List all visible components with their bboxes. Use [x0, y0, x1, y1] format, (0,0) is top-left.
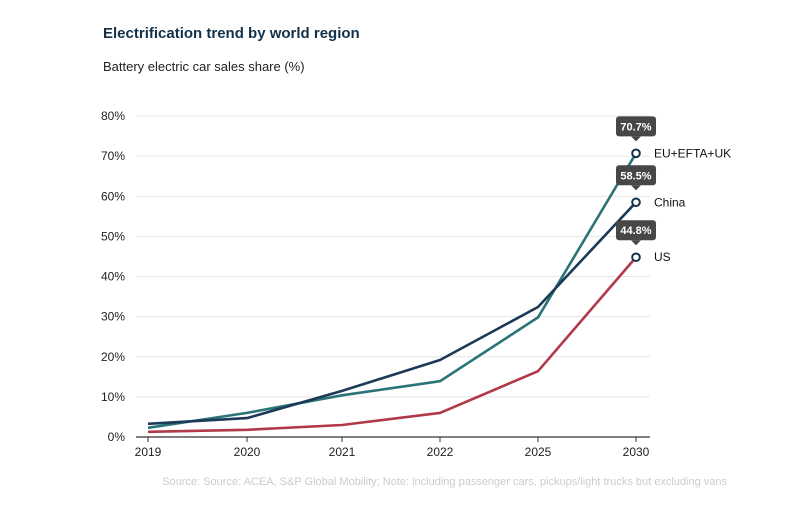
value-badge-pointer: [631, 185, 641, 191]
end-marker-china: [631, 197, 641, 208]
series-line-us: [147, 256, 637, 434]
x-tick-label: 2021: [329, 445, 356, 459]
chart-title: Electrification trend by world region: [103, 25, 360, 42]
value-badge-eu-efta-uk: [616, 116, 656, 137]
y-tick-label: 40%: [101, 270, 125, 284]
y-tick-label: 20%: [101, 350, 125, 364]
series-name-label: EU+EFTA+UK: [654, 146, 731, 160]
y-tick-label: 70%: [101, 149, 125, 163]
x-tick-label: 2030: [623, 445, 650, 459]
chart-subtitle: Battery electric car sales share (%): [103, 59, 305, 74]
x-tick-label: 2022: [427, 445, 454, 459]
y-tick-label: 60%: [101, 189, 125, 203]
series-name-label: China: [654, 195, 686, 209]
value-badge-label: 70.7%: [620, 121, 651, 133]
y-tick-label: 10%: [101, 390, 125, 404]
end-marker-eu-efta-uk: [631, 148, 641, 159]
series-line-eu-efta-uk: [147, 152, 638, 430]
series-lines: [147, 152, 638, 434]
value-badge-pointer: [631, 240, 641, 246]
series-name-label: US: [654, 250, 671, 264]
y-tick-label: 30%: [101, 310, 125, 324]
series-line-china: [147, 201, 637, 426]
x-tick-label: 2025: [525, 445, 552, 459]
end-marker-us: [631, 252, 641, 263]
source-note: Source: Source: ACEA, S&P Global Mobilit…: [162, 476, 727, 488]
value-badge-label: 58.5%: [620, 170, 651, 182]
axes: 0% 10% 20% 30% 40% 50% 60% 70% 80% 2019 2020 2021 20…: [101, 109, 650, 459]
value-badge-china: [616, 165, 656, 186]
gridlines: [136, 115, 650, 398]
y-tick-label: 80%: [101, 109, 125, 123]
y-tick-label: 0%: [108, 430, 126, 444]
x-tick-label: 2020: [234, 445, 261, 459]
value-badge-us: [616, 220, 656, 241]
value-badge-label: 44.8%: [620, 225, 651, 237]
value-badge-pointer: [631, 136, 641, 142]
y-tick-label: 50%: [101, 229, 125, 243]
x-tick-label: 2019: [135, 445, 162, 459]
